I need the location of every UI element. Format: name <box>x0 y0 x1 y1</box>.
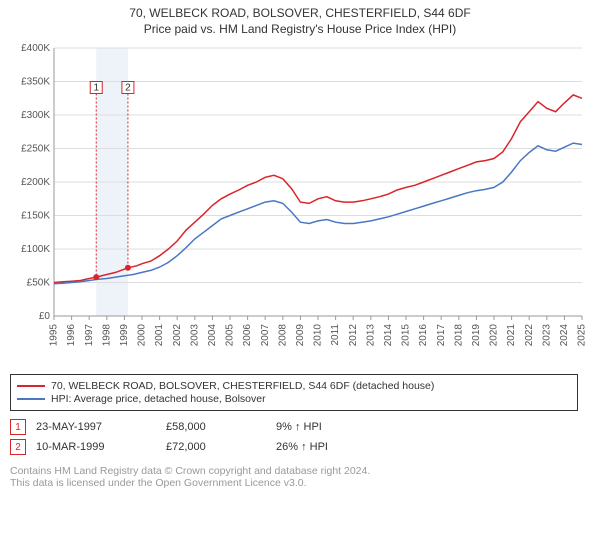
chart-titles: 70, WELBECK ROAD, BOLSOVER, CHESTERFIELD… <box>10 6 590 36</box>
legend-item: 70, WELBECK ROAD, BOLSOVER, CHESTERFIELD… <box>17 380 571 392</box>
transaction-date: 23-MAY-1997 <box>36 421 156 433</box>
legend-item: HPI: Average price, detached house, Bols… <box>17 393 571 405</box>
marker-dot <box>125 265 131 271</box>
x-tick-label: 1998 <box>101 324 112 347</box>
y-tick-label: £250K <box>21 144 50 155</box>
x-tick-label: 1995 <box>49 324 60 347</box>
transaction-date: 10-MAR-1999 <box>36 441 156 453</box>
title-subtitle: Price paid vs. HM Land Registry's House … <box>10 22 590 36</box>
y-tick-label: £400K <box>21 43 50 54</box>
credits-line2: This data is licensed under the Open Gov… <box>10 477 590 489</box>
legend-label: HPI: Average price, detached house, Bols… <box>51 393 266 405</box>
legend-label: 70, WELBECK ROAD, BOLSOVER, CHESTERFIELD… <box>51 380 434 392</box>
transaction-pct: 9% ↑ HPI <box>276 421 396 433</box>
x-tick-label: 2023 <box>541 324 552 347</box>
x-tick-label: 2000 <box>137 324 148 347</box>
transaction-price: £58,000 <box>166 421 266 433</box>
x-tick-label: 2015 <box>401 324 412 347</box>
transaction-row: 2 10-MAR-1999 £72,000 26% ↑ HPI <box>10 437 578 457</box>
x-tick-label: 1997 <box>84 324 95 347</box>
series-hpi <box>54 143 582 284</box>
x-tick-label: 2007 <box>260 324 271 347</box>
legend-swatch <box>17 398 45 400</box>
transaction-marker: 2 <box>10 439 26 455</box>
x-tick-label: 2004 <box>207 324 218 347</box>
y-tick-label: £100K <box>21 244 50 255</box>
x-tick-label: 2018 <box>453 324 464 347</box>
x-tick-label: 2002 <box>172 324 183 347</box>
x-tick-label: 2006 <box>242 324 253 347</box>
marker-label: 1 <box>93 83 99 94</box>
title-address: 70, WELBECK ROAD, BOLSOVER, CHESTERFIELD… <box>10 6 590 20</box>
x-tick-label: 2025 <box>577 324 588 347</box>
x-tick-label: 2008 <box>277 324 288 347</box>
x-tick-label: 2012 <box>348 324 359 347</box>
legend-swatch <box>17 385 45 387</box>
marker-dot <box>93 274 99 280</box>
credits-line1: Contains HM Land Registry data © Crown c… <box>10 465 590 477</box>
x-tick-label: 2024 <box>559 324 570 347</box>
y-tick-label: £200K <box>21 177 50 188</box>
x-tick-label: 2019 <box>471 324 482 347</box>
y-tick-label: £350K <box>21 77 50 88</box>
x-tick-label: 2020 <box>489 324 500 347</box>
x-tick-label: 2005 <box>225 324 236 347</box>
x-tick-label: 2017 <box>436 324 447 347</box>
legend: 70, WELBECK ROAD, BOLSOVER, CHESTERFIELD… <box>10 374 578 411</box>
y-tick-label: £50K <box>27 278 51 289</box>
x-tick-label: 2013 <box>365 324 376 347</box>
plot-area: £0 £50K £100K £150K £200K £250K £300K £350K £400… <box>10 40 590 370</box>
marker-label: 2 <box>125 83 131 94</box>
x-tick-label: 2016 <box>418 324 429 347</box>
line-chart: £0 £50K £100K £150K £200K £250K £300K £350K £400… <box>10 40 590 370</box>
x-tick-label: 2021 <box>506 324 517 347</box>
y-tick-label: £300K <box>21 110 50 121</box>
x-tick-label: 2009 <box>295 324 306 347</box>
x-tick-label: 2010 <box>313 324 324 347</box>
x-tick-label: 2003 <box>189 324 200 347</box>
y-tick-label: £150K <box>21 211 50 222</box>
transaction-row: 1 23-MAY-1997 £58,000 9% ↑ HPI <box>10 417 578 437</box>
x-tick-label: 1999 <box>119 324 130 347</box>
transaction-marker: 1 <box>10 419 26 435</box>
series-price_paid <box>54 95 582 283</box>
x-tick-label: 2014 <box>383 324 394 347</box>
transaction-pct: 26% ↑ HPI <box>276 441 396 453</box>
transaction-table: 1 23-MAY-1997 £58,000 9% ↑ HPI 2 10-MAR-1999 £… <box>10 417 578 457</box>
x-tick-label: 2022 <box>524 324 535 347</box>
x-tick-label: 2011 <box>330 324 341 346</box>
x-tick-label: 2001 <box>154 324 165 347</box>
transaction-price: £72,000 <box>166 441 266 453</box>
credits: Contains HM Land Registry data © Crown c… <box>10 465 590 489</box>
y-tick-label: £0 <box>39 311 51 322</box>
x-tick-label: 1996 <box>66 324 77 347</box>
